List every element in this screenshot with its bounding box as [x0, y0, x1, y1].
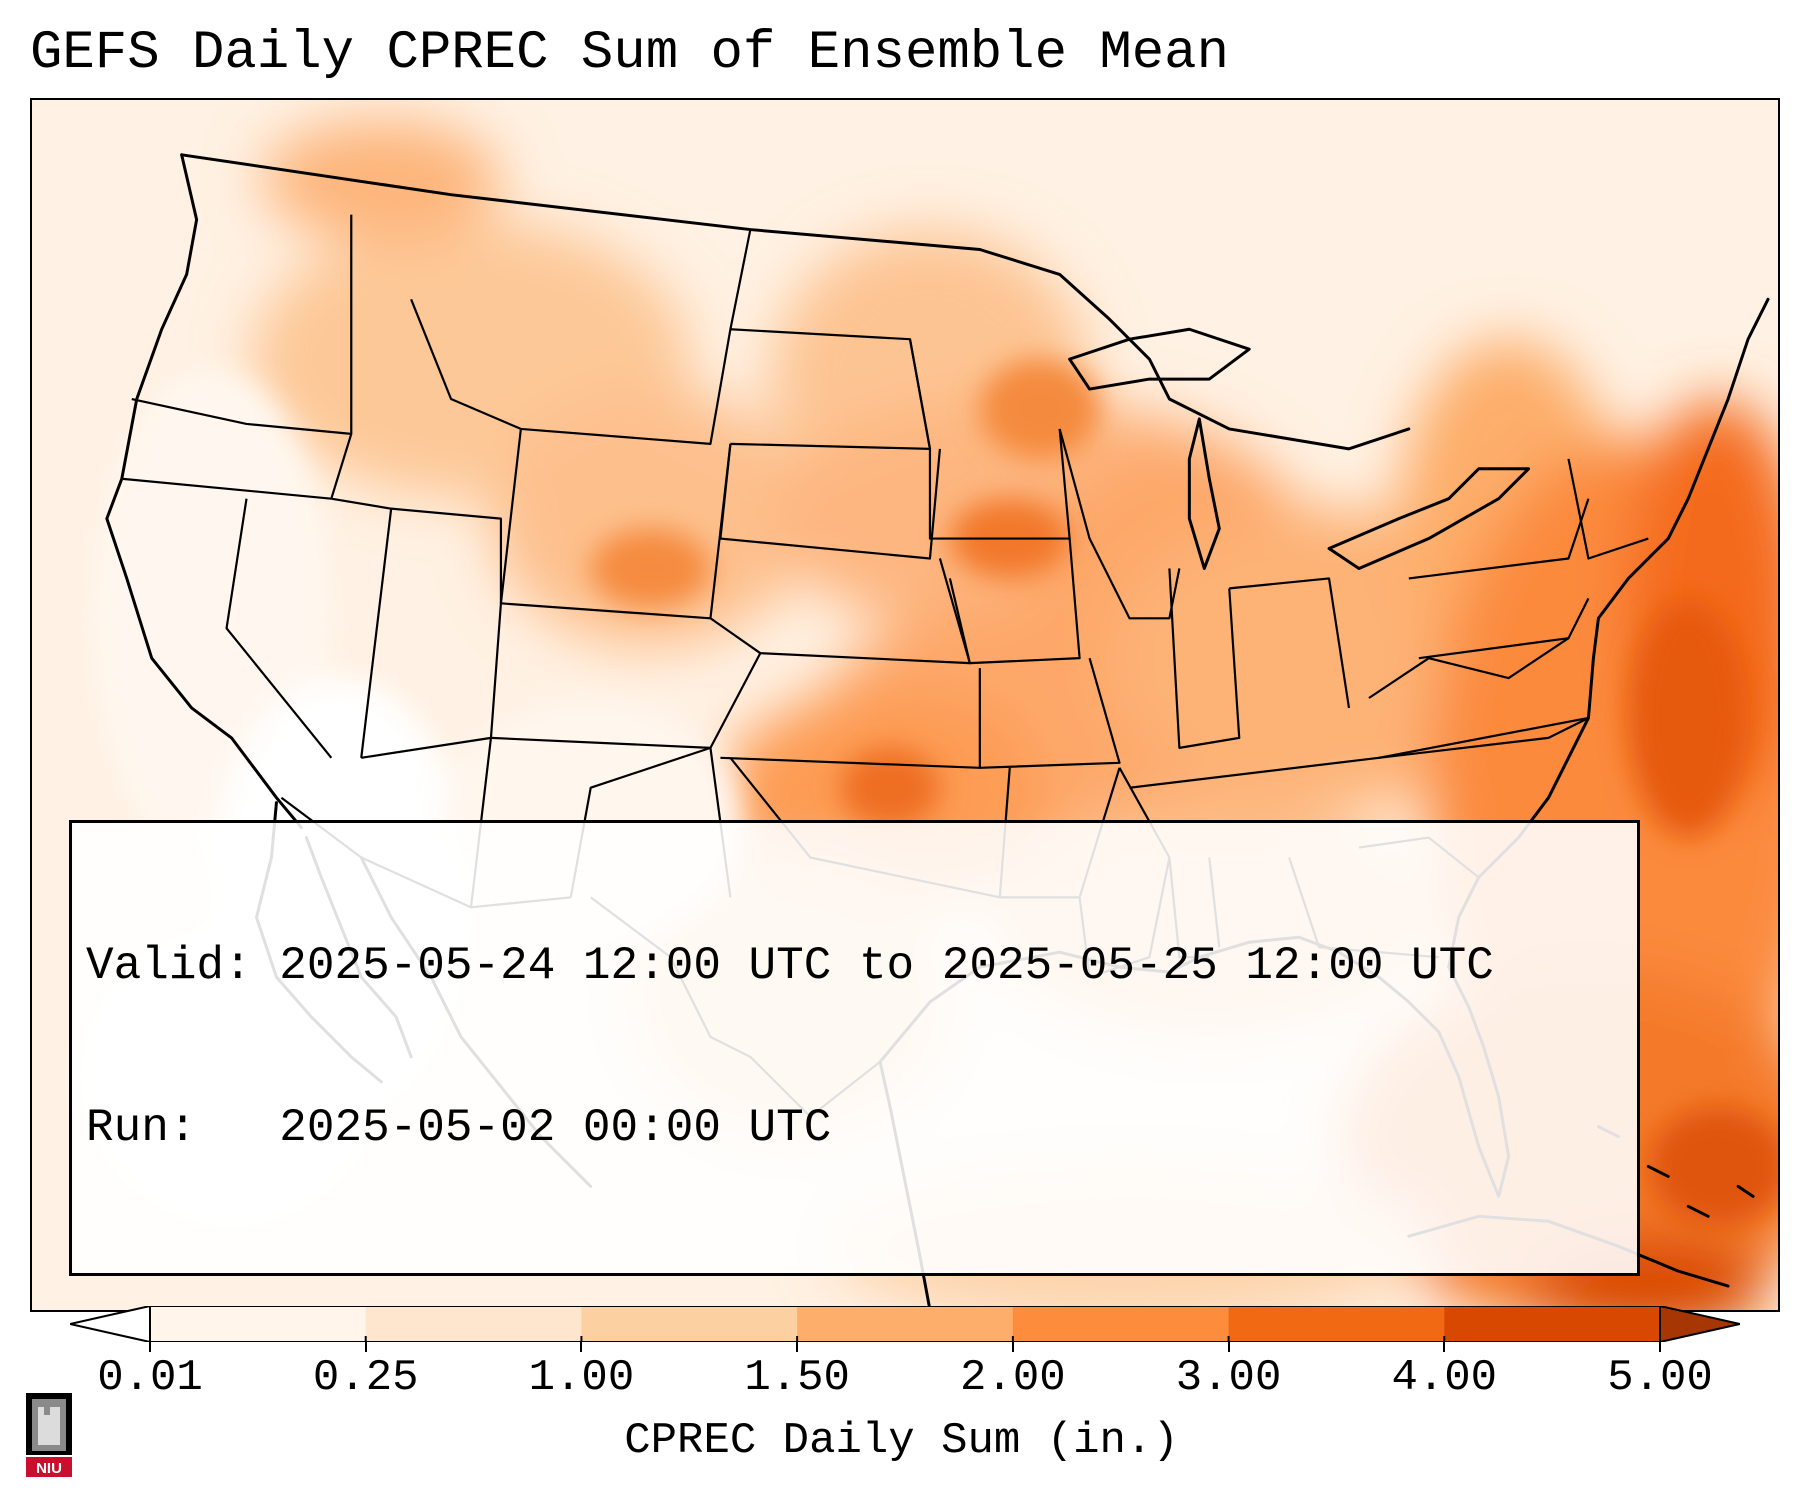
colorbar-tick-stub: [580, 1342, 583, 1352]
border-wa-or: [131, 397, 352, 435]
colorbar-segment: [365, 1306, 582, 1342]
great-lakes-region: [978, 248, 1411, 451]
lake-superior: [1068, 327, 1251, 391]
colorbar-tick-stub: [796, 1342, 799, 1352]
colorbar-tick-stub: [364, 1342, 367, 1352]
colorbar-tick-label: 2.00: [960, 1353, 1066, 1403]
logo-text: NIU: [36, 1460, 62, 1477]
colorbar-tick-stub: [1227, 1342, 1230, 1352]
valid-row: Valid: 2025-05-24 12:00 UTC to 2025-05-2…: [86, 939, 1623, 993]
border-sd-ne: [719, 443, 942, 560]
border-nv-ca: [225, 498, 333, 759]
run-value: 2025-05-02 00:00 UTC: [279, 1102, 832, 1154]
colorbar-tick-label: 4.00: [1391, 1353, 1498, 1403]
colorbar-segments: [149, 1306, 1661, 1342]
run-label: Run:: [86, 1102, 197, 1154]
border-wi-il: [1058, 428, 1181, 620]
border-ut-co: [391, 507, 503, 738]
border-ia-mo: [938, 538, 1081, 665]
map-title: GEFS Daily CPREC Sum of Ensemble Mean: [30, 23, 1229, 84]
border-wv-va: [1368, 637, 1570, 699]
valid-value: 2025-05-24 12:00 UTC to 2025-05-25 12:00…: [279, 940, 1494, 992]
colorbar-tick-label: 5.00: [1607, 1353, 1713, 1403]
map-panel: Valid: 2025-05-24 12:00 UTC to 2025-05-2…: [30, 98, 1780, 1312]
colorbar-tick-stub: [1443, 1342, 1446, 1352]
colorbar-segment: [581, 1306, 798, 1342]
colorbar-segment: [1444, 1306, 1661, 1342]
colorbar-tick-label: 3.00: [1175, 1353, 1282, 1403]
border-ny-ne: [1567, 458, 1649, 560]
border-co-nm: [490, 617, 762, 749]
colorbar-extend-low: [70, 1306, 151, 1342]
us-west-coast: [105, 153, 303, 830]
colorbar-label: CPREC Daily Sum (in.): [624, 1416, 1179, 1466]
colorbar-tick-stub: [1659, 1342, 1661, 1352]
colorbar-segment: [1012, 1306, 1230, 1342]
colorbar-segment: [1228, 1306, 1445, 1342]
border-ky-tn: [1129, 716, 1589, 789]
colorbar-tick-stub: [1011, 1342, 1014, 1352]
colorbar-ticks: [149, 1336, 1661, 1342]
colorbar-tick-label: 1.00: [528, 1353, 635, 1403]
border-mt-nd: [729, 229, 752, 330]
colorbar-tick-stub: [149, 1342, 151, 1352]
colorbar-tick-label: 1.50: [744, 1353, 850, 1403]
border-mo-ar: [979, 657, 1121, 769]
run-row: Run: 2025-05-02 00:00 UTC: [86, 1101, 1623, 1155]
lake-michigan: [1187, 417, 1221, 570]
colorbar-segment: [150, 1306, 367, 1342]
info-box: Valid: 2025-05-24 12:00 UTC to 2025-05-2…: [69, 820, 1640, 1276]
colorbar: [70, 1306, 1740, 1342]
colorbar-segment: [797, 1306, 1014, 1342]
colorbar-tick-label: 0.25: [312, 1353, 419, 1403]
valid-label: Valid:: [86, 940, 252, 992]
border-nc-va: [1378, 716, 1589, 759]
lake-erie-ontario: [1327, 467, 1531, 570]
border-pa-ny: [1408, 498, 1590, 580]
border-or-ca-nv: [121, 477, 332, 500]
border-il-in: [1168, 568, 1241, 749]
canada-border: [180, 153, 982, 252]
border-mn-ia: [908, 339, 1071, 540]
border-in-oh: [1229, 577, 1351, 709]
niu-logo-icon: NIU: [26, 1393, 72, 1477]
colorbar-tick-label: 0.01: [97, 1353, 203, 1403]
colorbar-extend-high: [1659, 1306, 1740, 1342]
border-id-west: [330, 214, 353, 500]
